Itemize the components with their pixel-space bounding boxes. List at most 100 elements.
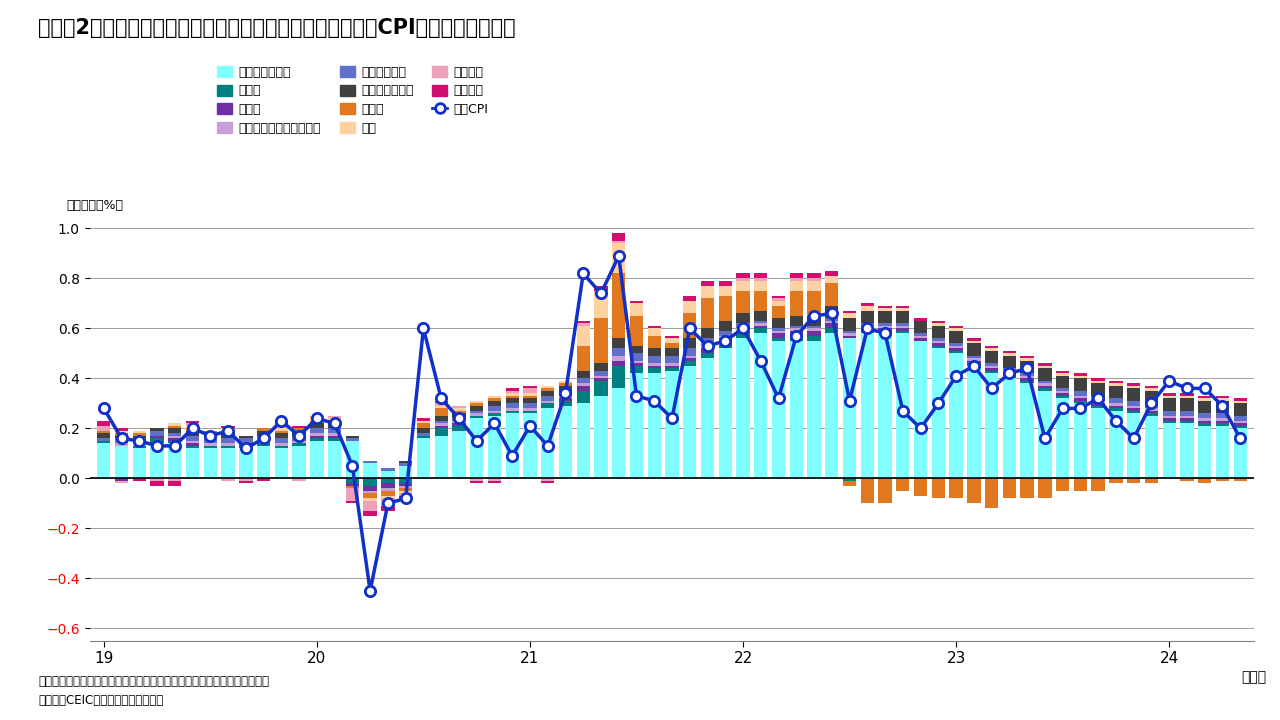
- Bar: [239, 436, 252, 438]
- Bar: [648, 374, 660, 478]
- Bar: [950, 331, 963, 343]
- Bar: [648, 366, 660, 369]
- Bar: [452, 418, 466, 421]
- Bar: [1126, 408, 1140, 411]
- Bar: [932, 338, 945, 341]
- Bar: [151, 431, 164, 436]
- Text: （前月比、%）: （前月比、%）: [67, 199, 123, 212]
- Bar: [204, 449, 218, 478]
- Bar: [896, 306, 910, 308]
- Bar: [310, 433, 324, 436]
- Bar: [506, 398, 518, 403]
- Bar: [594, 294, 608, 318]
- Bar: [221, 446, 234, 449]
- Bar: [666, 364, 678, 366]
- Bar: [648, 364, 660, 366]
- Bar: [1002, 379, 1016, 478]
- Point: [253, 433, 274, 444]
- Bar: [1216, 401, 1229, 413]
- Point: [271, 415, 292, 427]
- Bar: [275, 426, 288, 428]
- Bar: [1074, 396, 1087, 398]
- Bar: [594, 381, 608, 396]
- Bar: [914, 333, 927, 336]
- Bar: [328, 433, 342, 436]
- Bar: [133, 433, 146, 436]
- Bar: [684, 313, 696, 338]
- Bar: [1198, 396, 1211, 398]
- Point: [732, 323, 753, 334]
- Bar: [666, 366, 678, 369]
- Bar: [1038, 369, 1052, 381]
- Bar: [1020, 384, 1034, 478]
- Bar: [559, 406, 572, 478]
- Bar: [292, 441, 306, 444]
- Bar: [434, 403, 448, 406]
- Bar: [1020, 376, 1034, 379]
- Bar: [878, 308, 892, 311]
- Bar: [257, 428, 270, 431]
- Bar: [1092, 403, 1105, 406]
- Bar: [914, 321, 927, 333]
- Bar: [1092, 408, 1105, 478]
- Bar: [97, 433, 110, 438]
- Bar: [612, 348, 626, 356]
- Bar: [221, 438, 234, 444]
- Bar: [984, 346, 998, 348]
- Bar: [239, 481, 252, 483]
- Bar: [860, 326, 874, 328]
- Bar: [684, 296, 696, 301]
- Bar: [844, 338, 856, 478]
- Bar: [1216, 426, 1229, 478]
- Bar: [452, 408, 466, 411]
- Bar: [310, 416, 324, 418]
- Bar: [452, 426, 466, 431]
- Bar: [576, 391, 590, 403]
- Bar: [932, 321, 945, 323]
- Point: [1034, 433, 1055, 444]
- Bar: [97, 421, 110, 426]
- Bar: [790, 274, 803, 279]
- Bar: [612, 243, 626, 274]
- Bar: [364, 498, 376, 501]
- Point: [874, 328, 895, 339]
- Bar: [541, 478, 554, 481]
- Point: [786, 330, 806, 342]
- Bar: [826, 323, 838, 328]
- Bar: [381, 498, 394, 506]
- Bar: [612, 388, 626, 478]
- Bar: [1092, 384, 1105, 396]
- Bar: [576, 321, 590, 323]
- Point: [360, 585, 380, 597]
- Bar: [1110, 384, 1123, 386]
- Bar: [470, 418, 484, 478]
- Bar: [328, 441, 342, 478]
- Bar: [151, 478, 164, 481]
- Bar: [399, 493, 412, 496]
- Bar: [1110, 408, 1123, 411]
- Bar: [524, 413, 536, 478]
- Bar: [1216, 478, 1229, 481]
- Bar: [364, 511, 376, 516]
- Bar: [115, 444, 128, 446]
- Bar: [541, 403, 554, 408]
- Bar: [826, 271, 838, 276]
- Bar: [968, 366, 980, 478]
- Bar: [506, 393, 518, 396]
- Bar: [1056, 388, 1069, 391]
- Bar: [452, 431, 466, 478]
- Bar: [1056, 396, 1069, 398]
- Bar: [648, 326, 660, 328]
- Bar: [1162, 423, 1176, 478]
- Bar: [1056, 374, 1069, 376]
- Bar: [434, 423, 448, 426]
- Bar: [1126, 413, 1140, 478]
- Text: （注）見やすさのため、縦軸を限定している。一部はインベスコが推計。: （注）見やすさのため、縦軸を限定している。一部はインベスコが推計。: [38, 675, 269, 688]
- Bar: [275, 428, 288, 431]
- Bar: [808, 328, 820, 331]
- Bar: [684, 301, 696, 313]
- Point: [484, 418, 504, 429]
- Bar: [612, 338, 626, 348]
- Bar: [328, 438, 342, 441]
- Bar: [1110, 381, 1123, 384]
